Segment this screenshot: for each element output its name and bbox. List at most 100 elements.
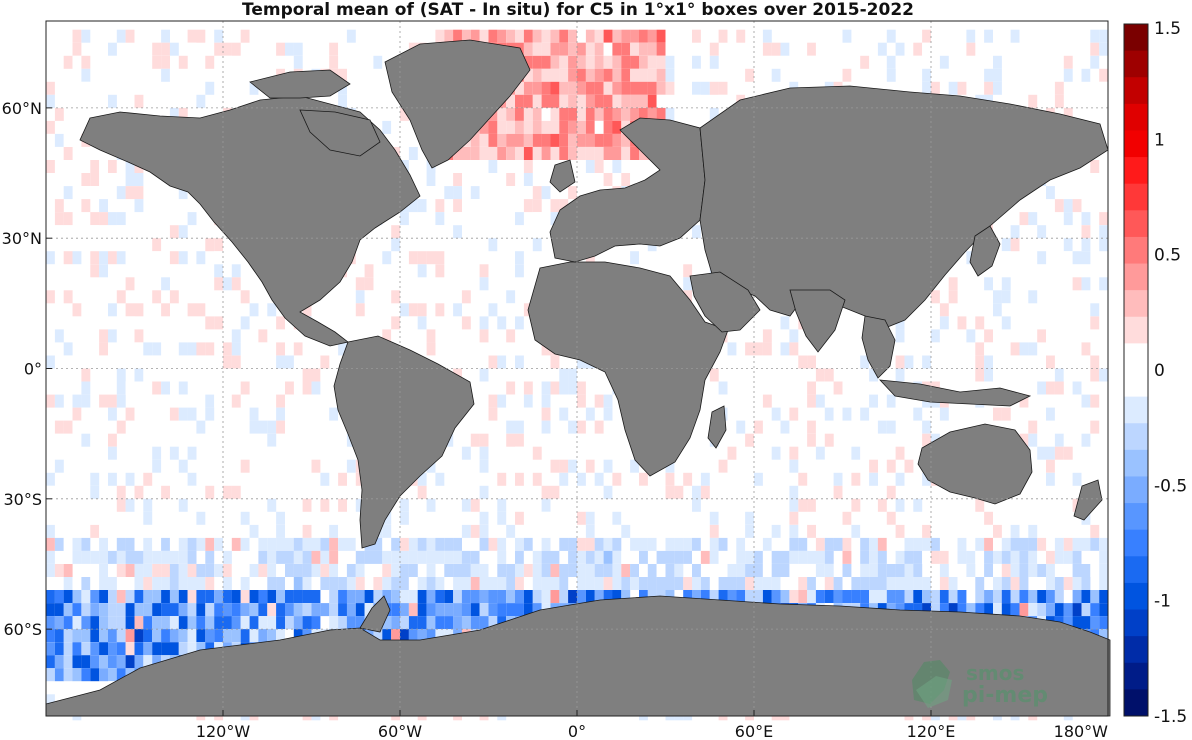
anomaly-cell [214, 629, 224, 643]
anomaly-cell [1001, 342, 1011, 356]
anomaly-cell [240, 590, 250, 603]
anomaly-cell [178, 342, 188, 356]
anomaly-cell [550, 590, 560, 603]
anomaly-cell [709, 55, 719, 69]
anomaly-cell [984, 277, 993, 291]
anomaly-cell [683, 537, 693, 551]
anomaly-cell [1010, 524, 1020, 538]
anomaly-cell [302, 303, 312, 317]
anomaly-cell [886, 29, 896, 43]
anomaly-cell [577, 550, 586, 564]
anomaly-cell [895, 316, 905, 330]
anomaly-cell [895, 590, 905, 603]
anomaly-cell [541, 459, 551, 473]
anomaly-cell [435, 577, 445, 590]
anomaly-cell [231, 355, 241, 369]
anomaly-cell [311, 537, 321, 551]
anomaly-cell [108, 629, 117, 643]
anomaly-cell [143, 590, 153, 603]
anomaly-cell [497, 498, 507, 512]
anomaly-cell [1046, 590, 1055, 603]
anomaly-cell [700, 537, 710, 551]
anomaly-cell [577, 394, 586, 408]
anomaly-cell [594, 524, 604, 538]
anomaly-cell [700, 550, 710, 564]
anomaly-cell [727, 94, 737, 108]
anomaly-cell [196, 564, 206, 577]
anomaly-cell [81, 173, 91, 186]
anomaly-cell [187, 577, 197, 590]
anomaly-cell [1019, 537, 1029, 551]
anomaly-cell [205, 81, 215, 95]
anomaly-cell [311, 550, 321, 564]
anomaly-cell [72, 590, 82, 603]
anomaly-cell [231, 485, 241, 499]
anomaly-cell [506, 277, 516, 291]
anomaly-cell [1037, 590, 1047, 603]
colorbar-cell [1124, 396, 1148, 424]
anomaly-cell [479, 264, 489, 278]
anomaly-cell [46, 694, 55, 708]
anomaly-cell [913, 564, 923, 577]
anomaly-cell [523, 590, 533, 603]
anomaly-cell [541, 381, 551, 395]
anomaly-cell [143, 603, 153, 617]
anomaly-cell [125, 342, 135, 356]
anomaly-cell [895, 368, 905, 382]
anomaly-cell [196, 251, 206, 265]
anomaly-cell [72, 251, 82, 265]
anomaly-cell [231, 277, 241, 291]
anomaly-cell [488, 133, 498, 147]
anomaly-cell [789, 590, 799, 603]
anomaly-cell [559, 107, 569, 121]
anomaly-cell [807, 381, 816, 395]
anomaly-cell [993, 55, 1002, 69]
anomaly-cell [692, 29, 701, 43]
anomaly-cell [718, 81, 728, 95]
anomaly-cell [559, 577, 569, 590]
anomaly-cell [895, 355, 905, 369]
indonesia [878, 379, 1032, 407]
anomaly-cell [231, 42, 241, 56]
anomaly-cell [1046, 459, 1055, 473]
anomaly-cell [311, 42, 321, 56]
anomaly-cell [523, 316, 533, 330]
anomaly-cell [214, 564, 224, 577]
anomaly-cell [869, 433, 878, 447]
anomaly-cell [515, 107, 524, 121]
anomaly-cell [249, 29, 259, 43]
anomaly-cell [904, 603, 914, 617]
anomaly-cell [568, 537, 577, 551]
anomaly-cell [81, 668, 91, 682]
anomaly-cell [523, 133, 533, 147]
anomaly-cell [1028, 459, 1038, 473]
anomaly-cell [612, 29, 622, 43]
anomaly-cell [798, 485, 808, 499]
anomaly-cell [851, 537, 861, 551]
anomaly-cell [709, 459, 719, 473]
southeast-asia [861, 315, 896, 379]
anomaly-cell [939, 303, 949, 317]
anomaly-cell [736, 68, 746, 82]
anomaly-cell [99, 394, 108, 408]
anomaly-cell [824, 564, 834, 577]
anomaly-cell [488, 577, 498, 590]
anomaly-cell [550, 407, 560, 421]
anomaly-cell [789, 485, 799, 499]
anomaly-cell [877, 381, 887, 395]
anomaly-cell [1046, 446, 1055, 460]
anomaly-cell [81, 55, 91, 69]
anomaly-cell [267, 590, 277, 603]
anomaly-cell [152, 642, 162, 656]
anomaly-cell [99, 212, 108, 226]
anomaly-cell [249, 550, 259, 564]
anomaly-cell [470, 564, 480, 577]
anomaly-cell [603, 120, 613, 134]
anomaly-cell [1019, 212, 1029, 226]
anomaly-cell [798, 577, 808, 590]
anomaly-cell [108, 642, 117, 656]
anomaly-cell [178, 642, 188, 656]
anomaly-cell [860, 485, 870, 499]
anomaly-cell [745, 433, 754, 447]
anomaly-cell [196, 577, 206, 590]
